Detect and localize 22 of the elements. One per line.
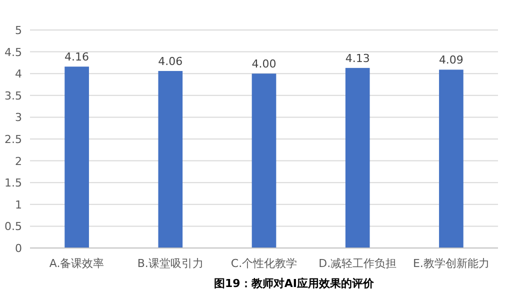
xtick: B.课堂吸引力 <box>137 257 204 270</box>
ytick: 0 <box>15 242 22 255</box>
ytick: 2.5 <box>4 133 22 146</box>
value-label: 4.09 <box>438 54 464 67</box>
xtick: D.减轻工作负担 <box>318 257 397 270</box>
ytick: 3 <box>15 111 22 124</box>
ytick: 0.5 <box>4 220 22 234</box>
value-label: 4.06 <box>158 54 183 68</box>
value-label: 4.00 <box>252 58 276 71</box>
ytick: 5 <box>15 24 22 37</box>
xtick: C.个性化教学 <box>230 257 298 270</box>
ytick: 1.5 <box>4 176 22 190</box>
ytick: 2 <box>15 154 22 168</box>
ytick: 4 <box>15 68 22 81</box>
ytick: 1 <box>15 198 22 212</box>
ytick: 4.5 <box>4 46 22 59</box>
xtick: E.教学创新能力 <box>412 257 490 270</box>
value-label: 4.13 <box>345 52 370 65</box>
ytick: 3.5 <box>4 89 22 102</box>
xtick: A.备课效率 <box>49 257 104 270</box>
title: 图19：教师对AI应用效果的评价 <box>214 277 374 290</box>
value-label: 4.16 <box>64 50 90 64</box>
